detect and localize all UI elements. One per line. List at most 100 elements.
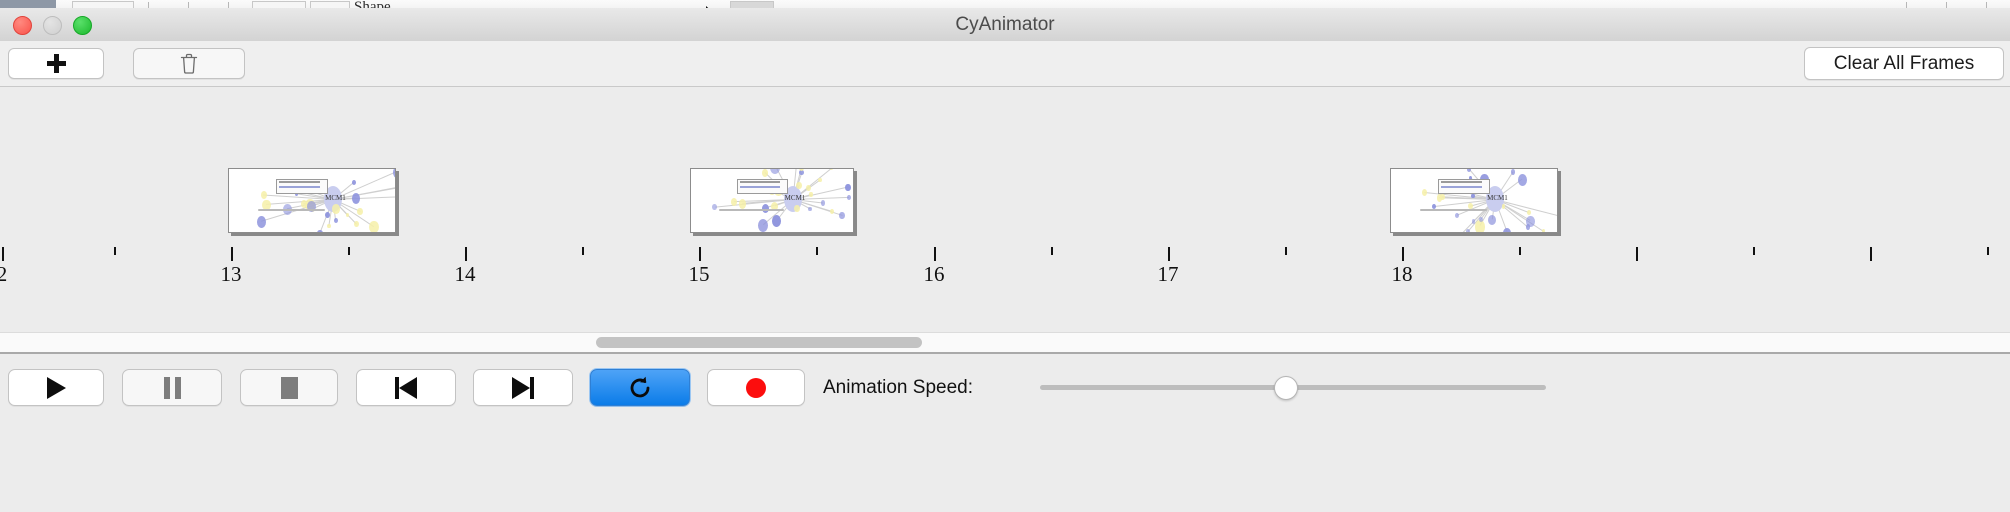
frame-thumbnail: MCM1 (691, 169, 853, 232)
scrollbar-thumb[interactable] (596, 337, 922, 348)
graph-tooltip-text (1441, 181, 1482, 184)
graph-node (1474, 219, 1486, 232)
graph-tooltip-text (740, 186, 780, 189)
axis-tick-minor (816, 247, 818, 255)
graph-node (847, 194, 852, 200)
playback-control-bar: Animation Speed: (0, 352, 2010, 512)
graph-node (1466, 228, 1471, 232)
graph-node (712, 204, 717, 211)
axis-tick-minor (1636, 247, 1638, 255)
graph-node (761, 203, 770, 213)
loop-icon (630, 376, 650, 397)
graph-node (794, 204, 801, 213)
plus-icon (46, 54, 66, 73)
delete-frame-button[interactable] (133, 48, 245, 79)
axis-tick-label: 16 (923, 262, 945, 286)
axis-tick-minor (1987, 247, 1989, 255)
graph-node (1502, 204, 1506, 209)
clear-all-frames-button[interactable]: Clear All Frames (1804, 47, 2004, 80)
axis-tick-minor (1285, 247, 1287, 255)
graph-node (257, 216, 267, 228)
graph-caption (1419, 209, 1487, 212)
frame-toolbar: Clear All Frames (0, 41, 2010, 87)
animation-speed-label: Animation Speed: (823, 377, 973, 398)
graph-node (1469, 175, 1473, 180)
graph-node (809, 192, 813, 197)
close-button[interactable] (13, 16, 32, 35)
graph-node (757, 218, 769, 232)
skip-forward-button[interactable] (473, 369, 573, 406)
graph-node (772, 215, 782, 228)
graph-node (808, 206, 813, 212)
axis-tick-label: 15 (688, 262, 710, 286)
graph-node (761, 169, 768, 177)
timeline-frame[interactable]: MCM1 (1390, 168, 1558, 233)
axis-tick-major (1168, 247, 1170, 261)
timeline-scrollbar[interactable] (0, 332, 2010, 353)
graph-node (845, 183, 851, 191)
axis-tick-major (1402, 247, 1404, 261)
graph-node (300, 200, 307, 209)
skip-back-button[interactable] (356, 369, 456, 406)
stop-button[interactable] (240, 369, 338, 406)
graph-node (1440, 194, 1445, 200)
bg-divider (1986, 2, 1987, 13)
animation-speed-slider-thumb[interactable] (1274, 376, 1298, 400)
graph-caption (257, 209, 325, 212)
graph-node (838, 211, 845, 220)
bg-divider (1946, 2, 1947, 13)
graph-node (1467, 169, 1472, 172)
minimize-button[interactable] (43, 16, 62, 35)
graph-hub-node (1486, 185, 1505, 212)
axis-tick-label: 2 (0, 262, 8, 286)
graph-node (770, 169, 781, 174)
axis-tick-minor (1051, 247, 1053, 255)
graph-node (325, 211, 330, 218)
title-bar[interactable]: CyAnimator (0, 8, 2010, 42)
frame-thumbnail: MCM1 (229, 169, 395, 232)
graph-node (1471, 219, 1476, 224)
graph-tooltip-text (740, 181, 780, 184)
axis-tick-label: 13 (220, 262, 242, 286)
add-frame-button[interactable] (8, 48, 104, 79)
graph-node (796, 181, 802, 189)
axis-tick-major (465, 247, 467, 261)
timeline-frame[interactable]: MCM1 (690, 168, 854, 233)
record-button[interactable] (707, 369, 805, 406)
graph-node (307, 201, 316, 213)
bg-divider (148, 2, 149, 13)
graph-node (351, 179, 356, 186)
graph-node (260, 191, 267, 200)
graph-hub-label: MCM1 (325, 193, 346, 202)
bg-divider (228, 2, 229, 13)
graph-node (799, 169, 804, 176)
pause-button[interactable] (122, 369, 222, 406)
graph-node (1517, 173, 1528, 186)
graph-node (1454, 212, 1459, 219)
pause-icon (163, 376, 181, 399)
graph-hub-label: MCM1 (784, 193, 806, 202)
play-button[interactable] (8, 369, 104, 406)
graph-node (817, 177, 822, 183)
skip-back-icon (395, 376, 417, 399)
graph-node (805, 185, 811, 192)
graph-node (738, 199, 747, 209)
window-title: CyAnimator (955, 14, 1055, 35)
graph-node (357, 207, 364, 216)
axis-tick-major (699, 247, 701, 261)
timeline-frame[interactable]: MCM1 (228, 168, 396, 233)
loop-button[interactable] (590, 369, 690, 406)
graph-tooltip-text (1441, 186, 1482, 189)
graph-node (346, 213, 350, 218)
zoom-button[interactable] (73, 16, 92, 35)
graph-node (1421, 189, 1427, 197)
axis-tick-label: 18 (1391, 262, 1413, 286)
graph-node (1503, 227, 1512, 232)
frame-thumbnail: MCM1 (1391, 169, 1557, 232)
graph-node (829, 169, 834, 171)
graph-node (1478, 217, 1483, 223)
graph-tooltip-text (279, 186, 320, 189)
graph-node (1525, 224, 1530, 230)
graph-node (1541, 228, 1545, 232)
